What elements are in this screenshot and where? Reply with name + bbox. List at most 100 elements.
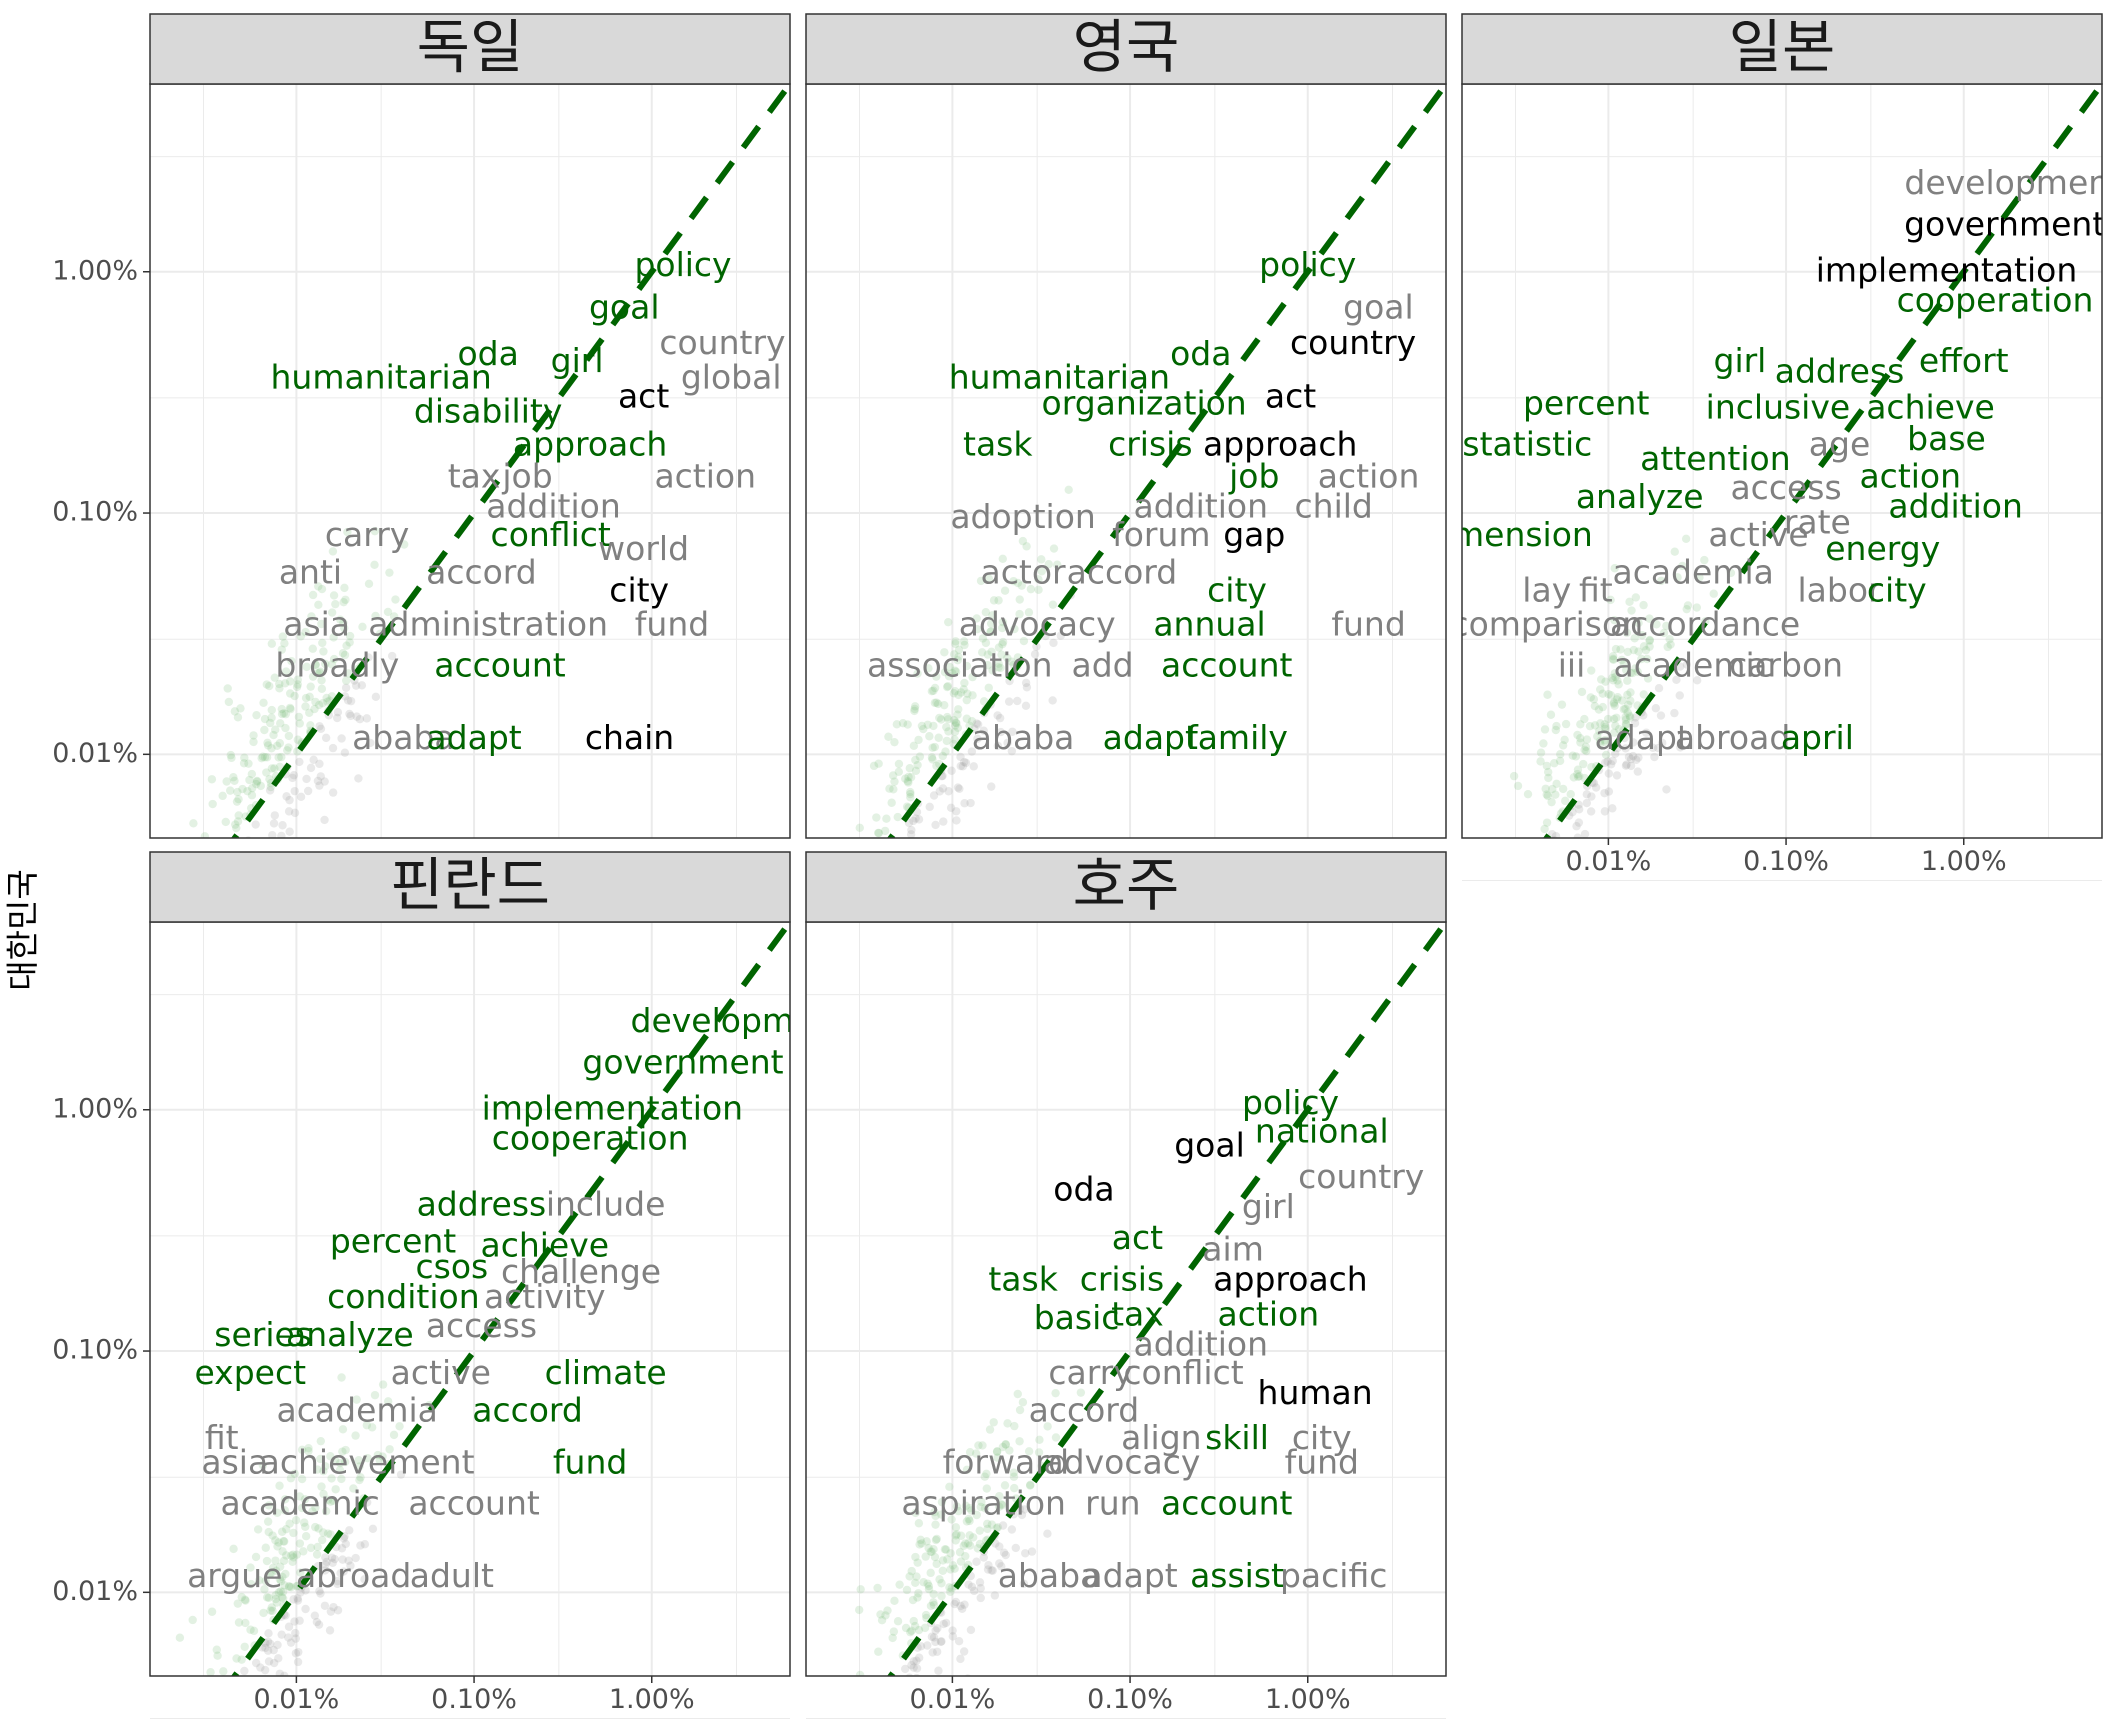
point [994,596,1003,605]
point [908,1595,918,1605]
point [354,1456,363,1465]
point [1625,711,1634,721]
word-label: condition [327,1277,480,1316]
point [1536,748,1546,757]
point [972,614,981,623]
point [240,753,249,762]
point [275,1669,285,1676]
point [909,816,918,826]
point [289,1528,298,1538]
word-label: girl [1242,1187,1295,1226]
point [316,1436,325,1446]
facet-title: 일본 [1729,13,1836,81]
point [890,737,899,747]
point [1586,807,1596,816]
point [1616,645,1625,654]
word-label: child [1295,486,1373,525]
point [927,1547,936,1556]
point [346,1561,355,1570]
point [913,760,922,770]
point [282,792,291,801]
point [270,673,279,682]
point [289,771,299,780]
point [998,639,1007,649]
point [1632,755,1641,765]
point [1550,759,1559,768]
point [371,611,380,621]
point [1025,1481,1035,1490]
point [272,1598,281,1607]
point [916,1642,926,1651]
point [1561,719,1571,729]
point [264,1629,273,1638]
point [1548,830,1557,838]
point [983,661,992,670]
point [280,1506,290,1515]
point [1586,693,1595,702]
point [343,527,352,537]
point [277,752,286,762]
point [995,713,1005,723]
point [1612,771,1622,780]
point [1543,690,1552,699]
point [1596,719,1605,728]
point [931,820,940,830]
point [913,669,922,678]
point [1606,595,1615,605]
point [280,1495,290,1504]
point [1573,833,1582,838]
point [1013,696,1022,706]
point [1048,696,1057,705]
point [271,1536,280,1545]
point [1641,645,1651,655]
point [234,795,243,804]
point [1591,783,1601,792]
point [1587,666,1596,675]
point [264,1527,273,1537]
point [1612,695,1622,704]
point [1600,758,1610,767]
word-label: act [618,376,669,415]
point [890,1596,899,1606]
point [340,623,349,633]
point [349,1484,358,1493]
point [243,786,252,796]
point [1037,555,1046,564]
point [267,705,276,715]
point [943,712,952,722]
point [947,1515,956,1524]
word-label: humanitarian [949,357,1170,396]
word-label: policy [1242,1083,1339,1122]
point [352,712,361,721]
point [263,741,273,750]
point [269,819,279,828]
word-label: government [1904,204,2105,243]
point [983,1565,993,1574]
point [888,771,898,780]
point [316,667,325,676]
point [1574,818,1584,827]
point [251,1552,261,1562]
point [948,1561,958,1570]
point [1010,1483,1019,1493]
point [273,1640,282,1650]
point [952,807,961,816]
point [1003,738,1012,748]
point [387,651,397,661]
word-label: basic [1034,1298,1120,1337]
point [363,1453,372,1463]
point [913,1558,922,1567]
point [1626,713,1635,722]
word-label: addition [1134,486,1269,525]
point [229,773,238,782]
point [321,733,331,743]
point [926,1568,935,1578]
point [949,689,959,698]
point [929,791,939,800]
point [333,1576,342,1586]
point [911,1508,920,1518]
point [917,721,927,731]
point [1019,1579,1029,1588]
point [1590,701,1600,711]
word-label: advocacy [959,605,1116,644]
